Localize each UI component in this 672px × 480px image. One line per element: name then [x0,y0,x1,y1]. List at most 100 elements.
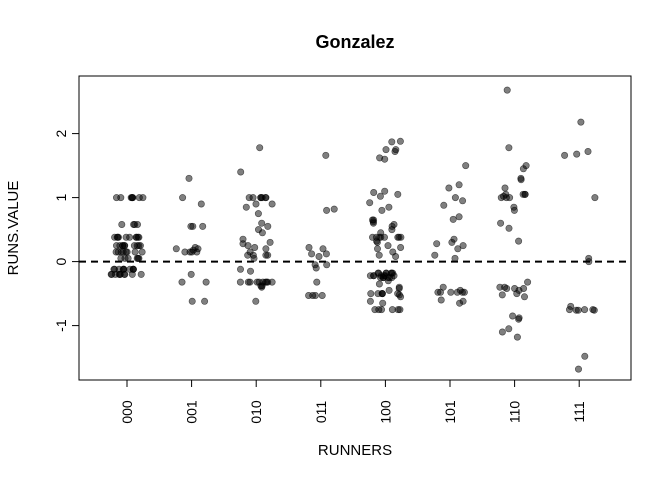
data-point [434,288,442,296]
data-point [370,272,378,280]
data-point [505,224,513,232]
data-point [318,291,326,299]
data-point [262,245,270,253]
data-point [107,270,115,278]
data-point [193,248,201,256]
data-point [388,306,396,314]
data-point [581,306,589,314]
data-point [373,245,381,253]
data-point [245,194,253,202]
data-point [264,222,272,230]
data-point [252,200,260,208]
data-point [506,194,514,202]
y-tick-label: -1 [53,319,69,332]
data-point [447,288,455,296]
data-point [519,165,527,173]
data-point [379,274,387,282]
data-point [437,296,445,304]
data-point [496,283,504,291]
data-point [396,306,404,314]
data-point [322,250,330,258]
data-point [121,242,129,250]
data-point [524,278,532,286]
data-point [574,365,582,373]
data-point [122,233,130,241]
data-point [313,278,321,286]
data-point [202,278,210,286]
data-point [448,238,456,246]
data-point [384,242,392,250]
data-point [375,251,383,259]
data-point [137,270,145,278]
data-point [264,278,272,286]
data-point [113,194,121,202]
data-point [577,118,585,126]
x-axis-label: RUNNERS [318,442,392,459]
data-point [375,306,383,314]
data-point [138,248,146,256]
data-point [242,203,250,211]
x-tick-label: 111 [571,401,587,422]
data-point [311,291,319,299]
data-point [459,242,467,250]
data-point [591,194,599,202]
data-point [397,293,405,301]
data-point [431,251,439,259]
data-point [513,333,521,341]
data-point [266,238,274,246]
data-point [134,254,142,262]
data-point [330,205,338,213]
data-point [308,250,316,258]
data-point [258,283,266,291]
data-point [505,325,513,333]
data-point [396,137,404,145]
data-point [385,286,393,294]
data-point [501,184,509,192]
data-point [134,233,142,241]
data-point [244,242,252,250]
data-point [370,189,378,197]
data-point [185,174,193,182]
data-point [305,291,313,299]
data-point [268,200,276,208]
data-point [312,264,320,272]
plot-frame [78,75,632,381]
data-point [584,148,592,156]
data-point [258,229,266,237]
data-point [178,278,186,286]
y-tick-label: 0 [53,257,69,265]
data-point [384,277,392,285]
data-point [201,297,209,305]
data-point [188,297,196,305]
data-point [181,248,189,256]
data-point [574,306,582,314]
data-point [133,242,141,250]
data-point [199,222,207,230]
data-point [451,194,459,202]
data-point [394,190,402,198]
data-point [197,200,205,208]
data-point [392,253,400,261]
data-point [520,293,528,301]
x-tick-label: 001 [184,400,200,424]
data-point [513,290,521,298]
data-point [189,222,197,230]
y-tick-label: 2 [53,129,69,137]
data-point [515,315,523,323]
x-tick-label: 110 [507,401,523,424]
data-point [497,219,505,227]
data-point [262,251,270,259]
data-point [565,306,573,314]
data-point [440,201,448,209]
data-point [455,213,463,221]
data-point [254,210,262,218]
data-point [458,288,466,296]
data-point [503,284,511,292]
data-point [379,299,387,307]
data-point [131,221,139,229]
data-point [433,240,441,248]
data-point [131,248,139,256]
y-axis: -1 0 1 2 [53,129,79,332]
data-point [445,184,453,192]
